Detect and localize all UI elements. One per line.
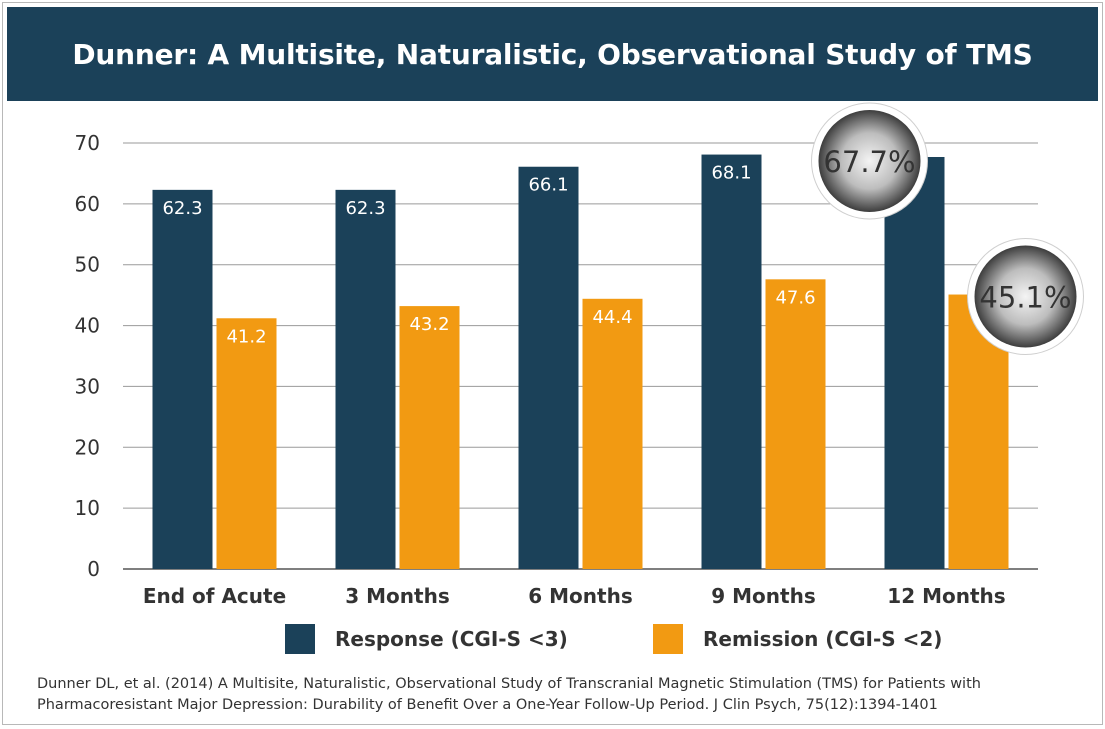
bar-value-labels: 62.3 41.2 62.3 43.2 66.1 44.4 68.1 47.6 xyxy=(162,163,815,348)
callout-badge xyxy=(818,109,921,212)
y-tick-label: 10 xyxy=(75,496,100,520)
citation-line-1: Dunner DL, et al. (2014) A Multisite, Na… xyxy=(37,676,981,692)
callout-badge-label: 67.7% xyxy=(823,145,915,179)
x-axis-tick-labels: End of Acute 3 Months 6 Months 9 Months 12 M… xyxy=(143,584,1006,608)
bar-value-label: 43.2 xyxy=(409,314,449,335)
bar-chart: 0 10 20 30 40 50 60 70 62.3 41.2 62.3 43.2 66.1 44.4… xyxy=(75,102,1084,654)
x-tick-label: 12 Months xyxy=(887,584,1005,608)
callout-badge xyxy=(974,245,1077,348)
response-bar xyxy=(335,189,396,570)
response-bar xyxy=(701,154,762,569)
remission-bar xyxy=(582,298,643,569)
legend-swatch xyxy=(653,624,683,654)
bar-value-label: 41.2 xyxy=(226,326,266,347)
bars xyxy=(152,154,1009,570)
bar-value-label: 68.1 xyxy=(711,163,751,184)
legend-label: Remission (CGI-S <2) xyxy=(703,627,942,651)
title-banner: Dunner: A Multisite, Naturalistic, Obser… xyxy=(7,7,1098,101)
response-bar xyxy=(518,166,579,569)
remission-bar xyxy=(399,306,460,569)
y-tick-label: 40 xyxy=(75,314,100,338)
bar-value-label: 47.6 xyxy=(775,287,815,308)
y-tick-label: 30 xyxy=(75,374,100,398)
y-axis-tick-labels: 0 10 20 30 40 50 60 70 xyxy=(75,131,100,581)
x-tick-label: 6 Months xyxy=(528,584,632,608)
bar-value-label: 62.3 xyxy=(345,198,385,219)
legend: Response (CGI-S <3) Remission (CGI-S <2) xyxy=(285,624,942,654)
bar-value-label: 44.4 xyxy=(592,307,632,328)
citation-line-2: Pharmacoresistant Major Depression: Dura… xyxy=(37,697,938,713)
page-title: Dunner: A Multisite, Naturalistic, Obser… xyxy=(72,37,1033,71)
x-tick-label: 9 Months xyxy=(711,584,815,608)
legend-swatch xyxy=(285,624,315,654)
y-tick-label: 50 xyxy=(75,253,100,277)
remission-bar xyxy=(765,279,826,569)
citation: Dunner DL, et al. (2014) A Multisite, Na… xyxy=(37,674,1077,716)
y-tick-label: 70 xyxy=(75,131,100,155)
y-tick-label: 60 xyxy=(75,192,100,216)
callout-badges: 67.7% 45.1% xyxy=(811,102,1084,356)
response-bar xyxy=(152,189,213,570)
callout-badge-label: 45.1% xyxy=(979,281,1071,315)
legend-label: Response (CGI-S <3) xyxy=(335,627,568,651)
x-tick-label: 3 Months xyxy=(345,584,449,608)
y-tick-label: 20 xyxy=(75,435,100,459)
bar-value-label: 66.1 xyxy=(528,175,568,196)
bar-value-label: 62.3 xyxy=(162,198,202,219)
x-tick-label: End of Acute xyxy=(143,584,286,608)
response-bar xyxy=(884,156,945,570)
y-tick-label: 0 xyxy=(87,557,100,581)
remission-bar xyxy=(216,318,277,569)
